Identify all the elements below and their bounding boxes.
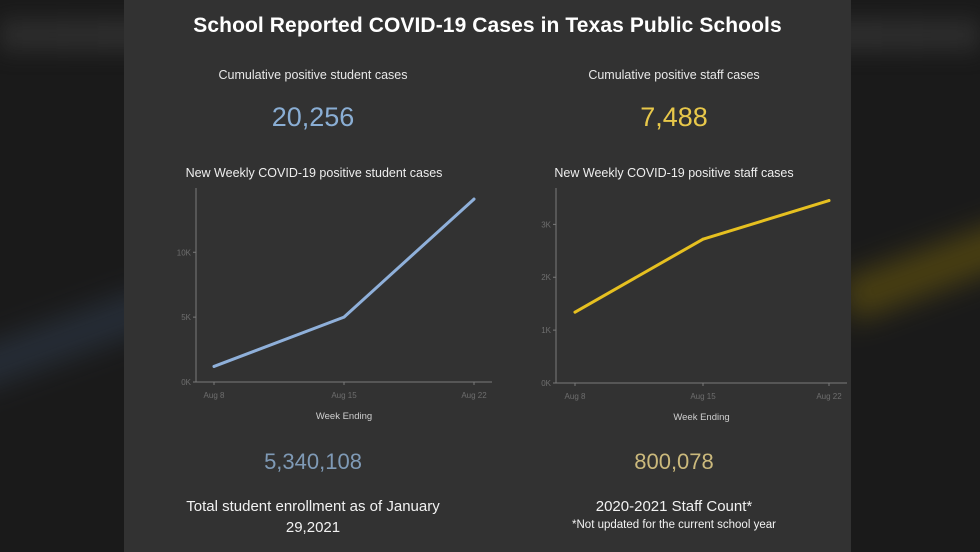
student-chart-data-point [342, 315, 346, 319]
staff-count-note: *Not updated for the current school year [572, 519, 776, 531]
staff-chart-series-line [573, 199, 831, 314]
staff-chart-data-point [573, 310, 577, 314]
staff-chart-data-point [827, 199, 831, 202]
staff-count-label: 2020-2021 Staff Count* [595, 498, 753, 515]
student-chart-y-tick-label: 0K [181, 378, 191, 387]
staff-chart-y-tick-label: 1K [541, 326, 551, 335]
staff-chart-x-axis-title: Week Ending [673, 412, 729, 423]
student-enrollment-label-line1: Total student enrollment as of January [186, 498, 440, 515]
staff-cumulative-value: 7,488 [640, 102, 708, 132]
student-chart-x-tick-label: Aug 8 [204, 391, 225, 400]
student-chart-y-tick-label: 5K [181, 313, 191, 322]
staff-chart-x-tick-label: Aug 22 [816, 392, 842, 401]
staff-chart-x-tick-label: Aug 8 [565, 392, 586, 401]
staff-chart-data-point [701, 237, 705, 241]
student-chart-title: New Weekly COVID-19 positive student cas… [185, 166, 443, 180]
staff-count-value: 800,078 [634, 449, 714, 474]
dashboard-title: School Reported COVID-19 Cases in Texas … [193, 14, 782, 37]
student-cumulative-value: 20,256 [271, 102, 355, 132]
student-chart-data-point [472, 197, 476, 201]
student-enrollment-label: Total student enrollment as of January 2… [153, 496, 473, 538]
staff-cumulative-label: Cumulative positive staff cases [588, 68, 760, 82]
staff-chart-x-tick-label: Aug 15 [690, 392, 716, 401]
dashboard-panel: School Reported COVID-19 Cases in Texas … [124, 0, 851, 552]
student-chart-x-axis-title: Week Ending [316, 411, 372, 422]
student-enrollment-value: 5,340,108 [264, 449, 362, 474]
student-chart-data-point [212, 365, 216, 368]
student-chart-x-tick-label: Aug 22 [461, 391, 487, 400]
student-chart-x-tick-label: Aug 15 [331, 391, 357, 400]
student-cumulative-label: Cumulative positive student cases [218, 68, 408, 82]
staff-chart-y-tick-label: 3K [541, 220, 551, 229]
staff-chart-title: New Weekly COVID-19 positive staff cases [554, 166, 794, 180]
student-chart-y-tick-label: 10K [177, 248, 192, 257]
staff-chart-y-tick-label: 2K [541, 273, 551, 282]
staff-chart-y-tick-label: 0K [541, 379, 551, 388]
student-enrollment-label-line2: 29,2021 [285, 519, 341, 536]
